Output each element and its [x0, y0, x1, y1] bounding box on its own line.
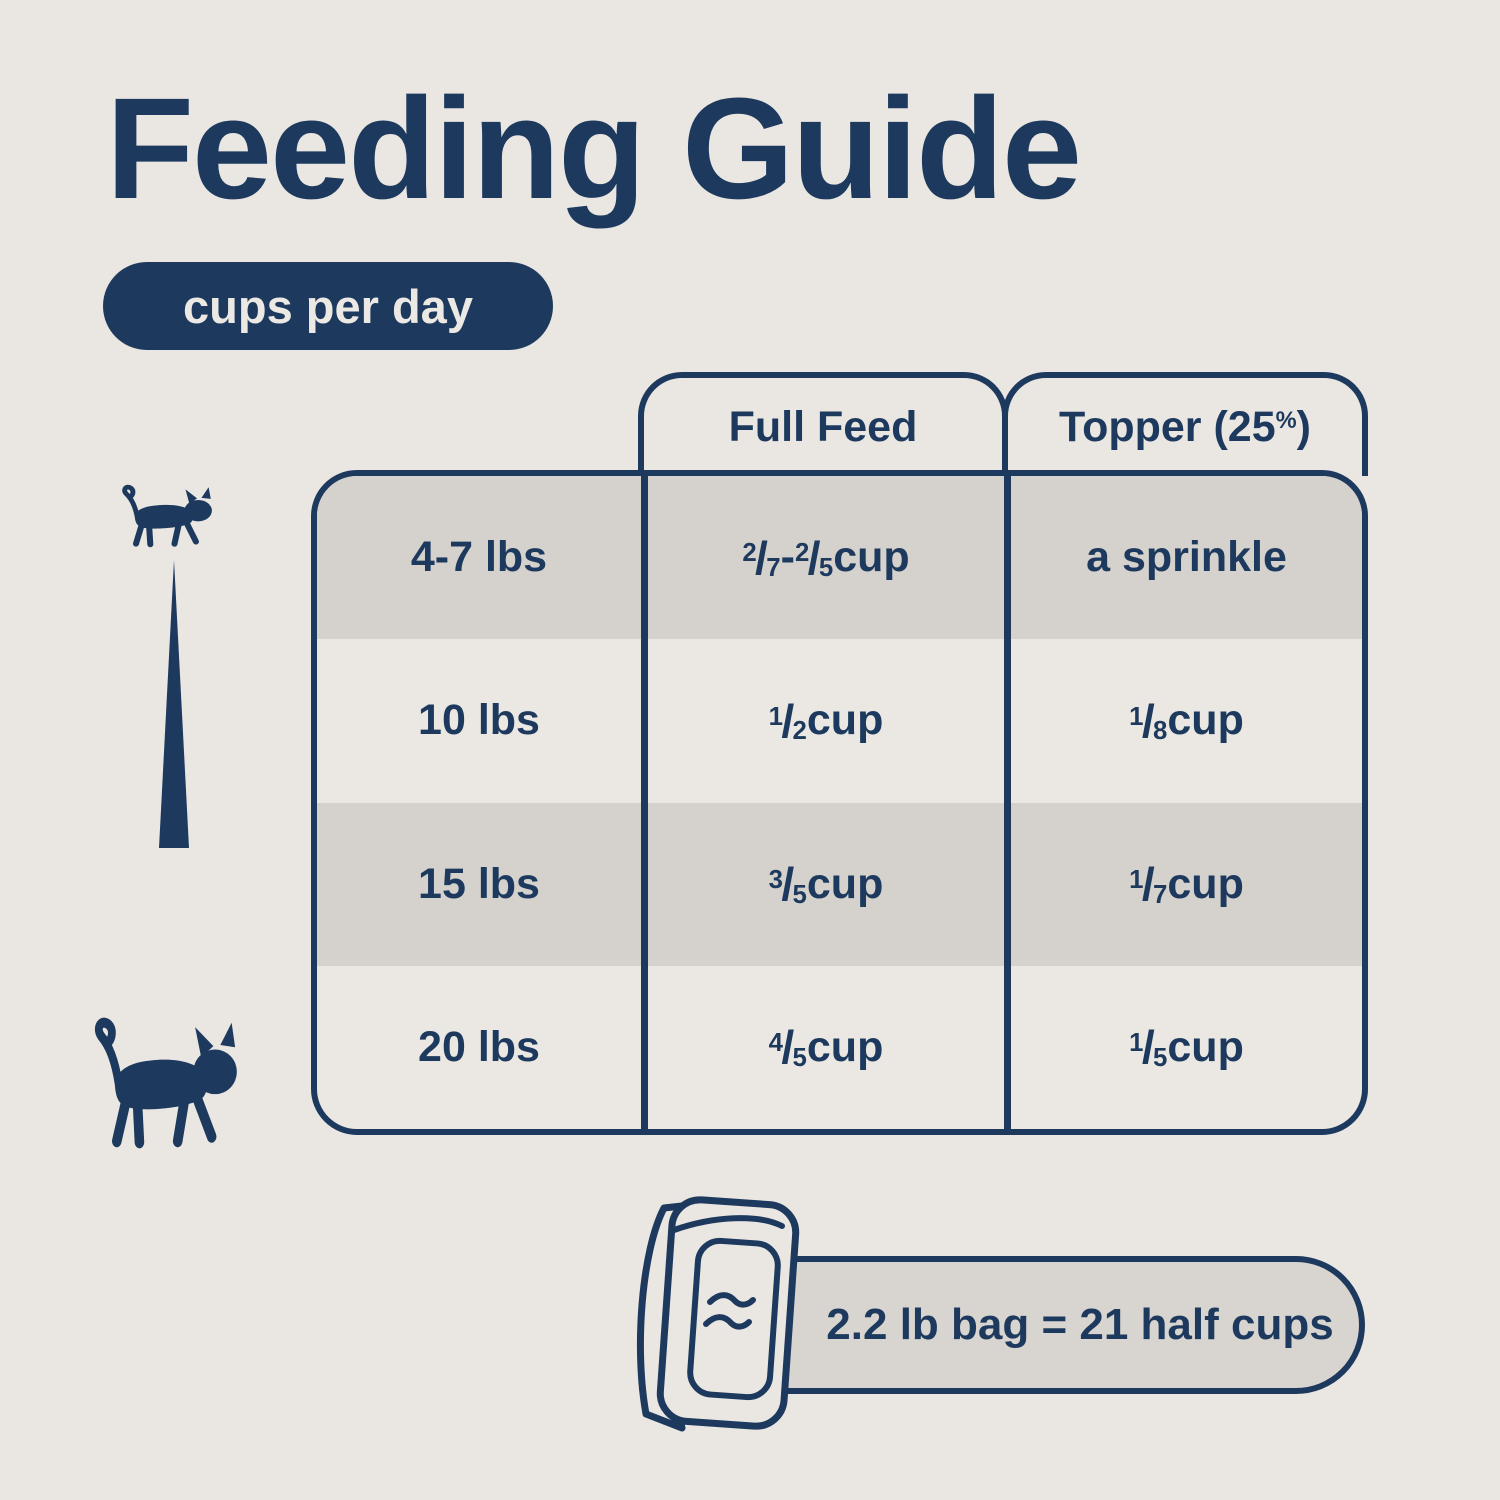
column-header-full-feed-label: Full Feed [728, 402, 918, 451]
table-row: 20 lbs 4/5 cup 1/5 cup [317, 965, 1362, 1129]
topper-cell: 1/7 cup [1004, 802, 1362, 966]
weight-cell: 4-7 lbs [410, 533, 548, 582]
topper-cell: 1/5 cup [1004, 965, 1362, 1129]
full-feed-cell: 2/7 - 2/5 cup [641, 476, 1004, 640]
size-scale-triangle-icon [159, 560, 189, 848]
weight-cell: 20 lbs [418, 1022, 540, 1071]
page-title: Feeding Guide [106, 68, 1082, 229]
column-header-full-feed: Full Feed [638, 372, 1008, 476]
topper-cell: 1/8 cup [1004, 639, 1362, 803]
column-header-topper: Topper (25%) [1002, 372, 1368, 476]
feeding-table: 4-7 lbs 2/7 - 2/5 cup a sprinkle 10 lbs … [311, 470, 1368, 1135]
food-bag-icon [636, 1196, 800, 1432]
cat-large-icon [94, 1017, 237, 1149]
table-row: 15 lbs 3/5 cup 1/7 cup [317, 802, 1362, 966]
cat-small-icon [122, 484, 212, 548]
full-feed-cell: 3/5 cup [641, 802, 1004, 966]
weight-cell: 10 lbs [418, 696, 540, 745]
bag-note-pill: 2.2 lb bag = 21 half cups [745, 1256, 1365, 1394]
topper-cell: a sprinkle [1004, 476, 1362, 640]
bag-note-text: 2.2 lb bag = 21 half cups [826, 1300, 1334, 1349]
full-feed-cell: 4/5 cup [641, 965, 1004, 1129]
table-row: 4-7 lbs 2/7 - 2/5 cup a sprinkle [317, 476, 1362, 640]
unit-badge: cups per day [103, 262, 553, 350]
unit-badge-label: cups per day [183, 279, 473, 333]
full-feed-cell: 1/2 cup [641, 639, 1004, 803]
weight-cell: 15 lbs [418, 859, 540, 908]
table-row: 10 lbs 1/2 cup 1/8 cup [317, 639, 1362, 803]
column-header-topper-label: Topper (25%) [1059, 402, 1311, 451]
